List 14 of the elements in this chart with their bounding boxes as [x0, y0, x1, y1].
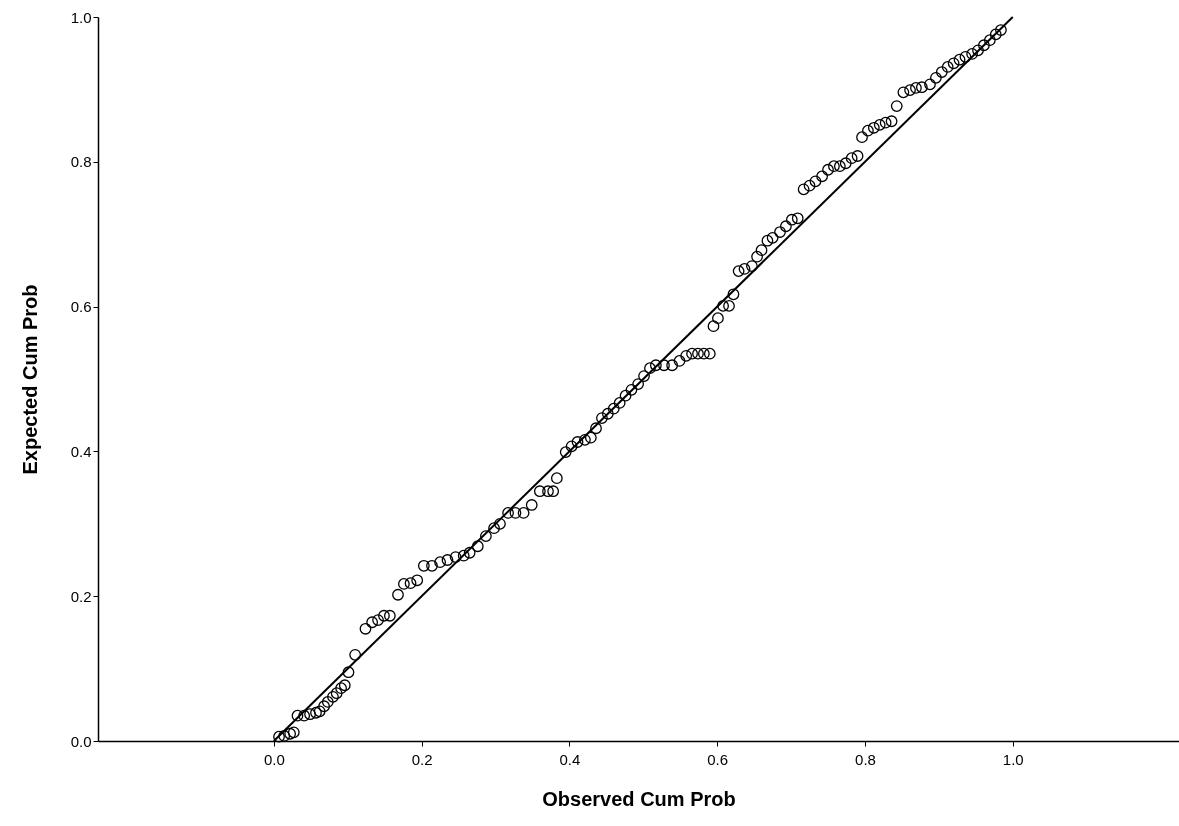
x-tick-label: 0.2: [411, 750, 433, 768]
y-tick-label: 0.6: [70, 298, 92, 316]
x-tick-label: 0.4: [559, 750, 581, 768]
x-tick-label: 0.8: [855, 750, 876, 768]
x-axis-title: Observed Cum Prob: [542, 787, 736, 810]
x-tick-label: 1.0: [1002, 750, 1024, 768]
x-tick-label: 0.0: [263, 750, 285, 768]
y-axis-title: Expected Cum Prob: [18, 284, 41, 475]
y-tick-label: 0.8: [70, 153, 92, 171]
y-tick-label: 0.2: [70, 587, 92, 605]
y-tick-label: 1.0: [70, 8, 92, 26]
x-tick-label: 0.6: [707, 750, 729, 768]
y-tick-label: 0.4: [70, 442, 92, 460]
y-tick-label: 0.0: [70, 732, 92, 750]
